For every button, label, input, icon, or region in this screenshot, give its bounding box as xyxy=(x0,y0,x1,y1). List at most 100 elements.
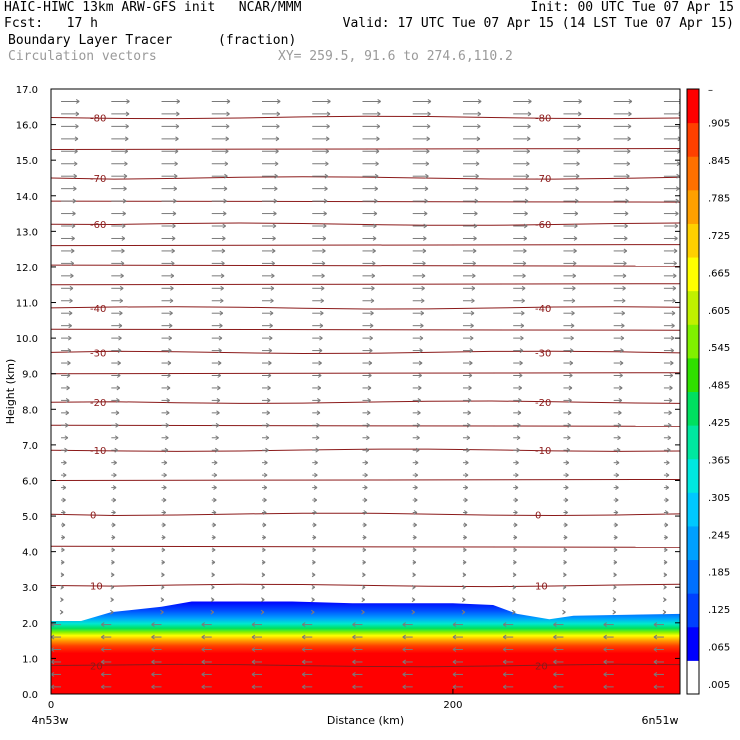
vector-arrowhead xyxy=(665,472,670,478)
vector-arrowhead xyxy=(617,422,622,428)
vector-arrowhead xyxy=(74,148,78,154)
vector-arrowhead xyxy=(623,236,628,241)
vector-arrowhead xyxy=(603,647,607,652)
vector-arrowhead xyxy=(572,273,577,279)
vector-arrowhead xyxy=(366,410,371,416)
y-tick-label: 13.0 xyxy=(16,227,38,238)
vector-arrowhead xyxy=(361,597,366,603)
colorbar-label: .665 xyxy=(708,268,730,279)
vector-arrowhead xyxy=(672,285,677,291)
vector-arrowhead xyxy=(603,672,607,677)
vector-arrowhead xyxy=(472,248,477,254)
vector-arrowhead xyxy=(114,447,118,453)
vector-arrowhead xyxy=(224,173,228,179)
vector-arrowhead xyxy=(420,310,425,316)
vector-arrowhead xyxy=(463,547,467,553)
vector-arrowhead xyxy=(51,634,55,640)
vector-arrowhead xyxy=(161,572,165,578)
vector-arrowhead xyxy=(370,298,375,304)
vector-arrowhead xyxy=(301,672,306,677)
vector-arrowhead xyxy=(369,323,374,329)
vector-arrowhead xyxy=(174,148,179,154)
vector-arrowhead xyxy=(521,285,526,291)
tracer-region xyxy=(51,601,680,694)
vector-arrowhead xyxy=(362,534,367,540)
vector-arrowhead xyxy=(322,236,327,241)
vector-arrowhead xyxy=(124,161,128,167)
vector-arrowhead xyxy=(553,672,557,677)
vector-arrowhead xyxy=(626,173,630,179)
vector-arrowhead xyxy=(614,497,619,503)
vector-arrowhead xyxy=(467,410,471,416)
vector-arrowhead xyxy=(251,684,256,690)
vector-arrowhead xyxy=(123,186,127,192)
vector-arrowhead xyxy=(272,223,277,229)
vector-arrowhead xyxy=(618,385,623,391)
vector-arrowhead xyxy=(262,510,267,515)
vector-arrowhead xyxy=(613,559,618,565)
vector-arrowhead xyxy=(376,136,380,142)
vector-arrowhead xyxy=(324,186,328,192)
vector-arrowhead xyxy=(615,485,619,491)
vector-arrowhead xyxy=(522,273,526,279)
vector-field-name: Circulation vectors xyxy=(8,49,157,64)
vector-arrowhead xyxy=(412,559,417,565)
vector-arrowhead xyxy=(51,672,55,677)
vector-arrowhead xyxy=(614,522,618,528)
vector-arrowhead xyxy=(276,99,281,104)
vector-arrowhead xyxy=(69,285,74,291)
vector-arrowhead xyxy=(120,273,124,279)
vector-arrowhead xyxy=(352,659,356,665)
vector-arrowhead xyxy=(352,634,356,640)
vector-arrowhead xyxy=(112,485,117,491)
vector-arrowhead xyxy=(413,534,417,540)
colorbar-swatch xyxy=(687,525,699,561)
vector-arrowhead xyxy=(570,323,575,329)
vector-arrowhead xyxy=(674,223,679,229)
contour-line xyxy=(51,350,680,355)
vector-arrowhead xyxy=(653,622,658,628)
contour-label: 0 xyxy=(90,510,96,521)
vector-arrowhead xyxy=(301,634,306,640)
vector-arrowhead xyxy=(101,622,105,628)
vector-arrowhead xyxy=(165,435,169,441)
contour-label: -70 xyxy=(90,174,106,185)
colorbar-label: .545 xyxy=(708,343,730,354)
contour-line xyxy=(51,306,680,310)
vector-arrowhead xyxy=(151,634,155,640)
vector-arrowhead xyxy=(110,572,115,578)
vector-arrowhead xyxy=(151,684,155,690)
vector-arrowhead xyxy=(318,348,323,353)
vector-arrowhead xyxy=(413,510,418,515)
vector-arrowhead xyxy=(167,360,172,366)
vector-arrowhead xyxy=(577,123,582,129)
vector-arrowhead xyxy=(568,397,572,403)
colorbar-label: .905 xyxy=(708,119,730,130)
vector-arrowhead xyxy=(670,348,674,353)
vector-arrowhead xyxy=(474,186,479,192)
vector-arrowhead xyxy=(211,547,216,553)
vector-arrowhead xyxy=(452,647,457,652)
vector-arrowhead xyxy=(374,186,379,192)
vector-arrowhead xyxy=(317,385,322,391)
vector-arrowhead xyxy=(71,236,75,241)
vector-arrowhead xyxy=(162,522,166,528)
vector-arrowhead xyxy=(173,198,177,204)
vector-arrowhead xyxy=(565,460,570,466)
vector-arrowhead xyxy=(165,410,170,416)
vector-arrowhead xyxy=(411,597,416,603)
vector-arrowhead xyxy=(477,99,482,104)
vector-arrowhead xyxy=(262,547,266,553)
contour-label: -40 xyxy=(535,304,551,315)
vector-arrowhead xyxy=(471,298,475,304)
vector-arrowhead xyxy=(68,310,73,316)
vector-arrowhead xyxy=(623,248,628,254)
vector-arrowhead xyxy=(571,298,576,304)
vector-arrowhead xyxy=(163,485,167,491)
vector-arrowhead xyxy=(251,647,256,652)
vector-arrowhead xyxy=(215,422,220,428)
vector-arrowhead xyxy=(271,248,276,254)
vector-arrowhead xyxy=(318,360,322,366)
vector-arrowhead xyxy=(417,410,421,416)
y-tick-label: 5.0 xyxy=(22,512,38,523)
